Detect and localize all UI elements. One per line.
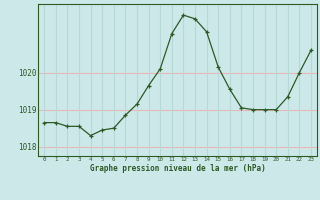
X-axis label: Graphe pression niveau de la mer (hPa): Graphe pression niveau de la mer (hPa) (90, 164, 266, 173)
